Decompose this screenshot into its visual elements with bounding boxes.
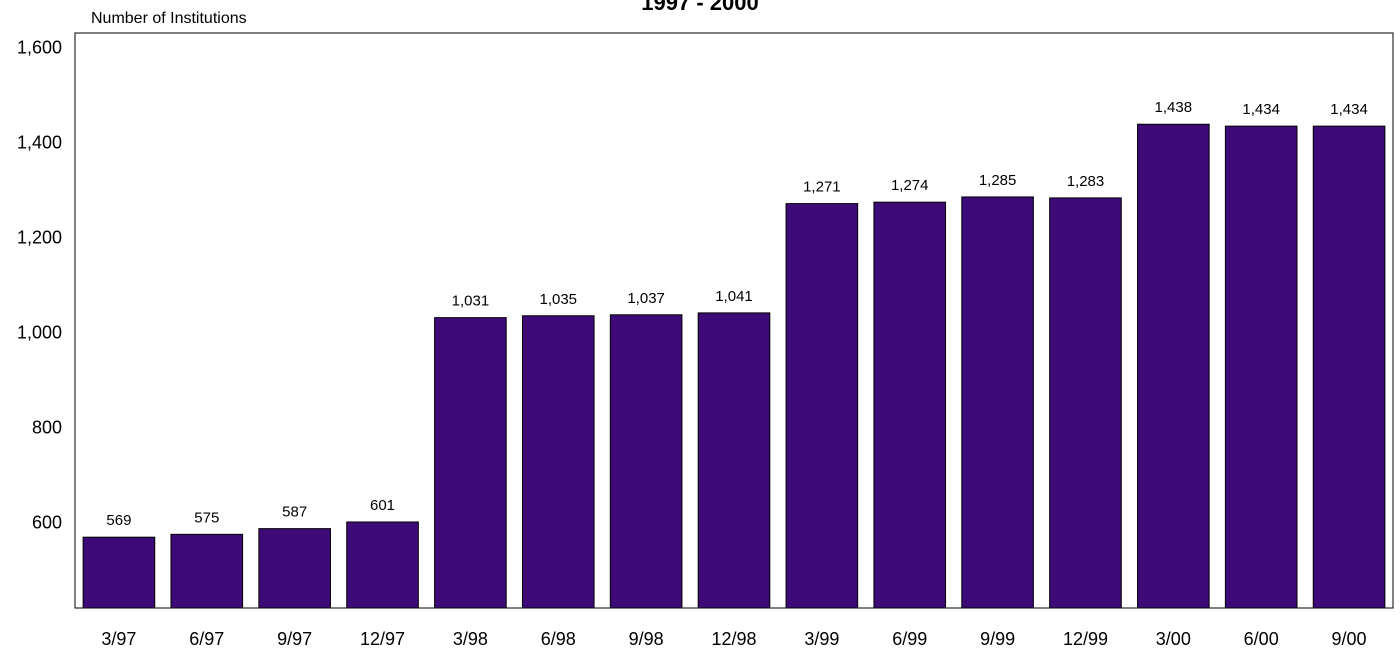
x-tick-label: 12/98 xyxy=(711,629,756,649)
data-label: 1,271 xyxy=(803,179,841,196)
bar xyxy=(1137,123,1210,609)
bar xyxy=(697,312,771,609)
x-tick-label: 3/97 xyxy=(101,629,136,649)
bar xyxy=(82,536,156,609)
bar xyxy=(1224,125,1298,609)
x-tick-label: 12/97 xyxy=(360,629,405,649)
bar xyxy=(521,315,595,609)
y-tick-label: 1,600 xyxy=(17,37,62,57)
data-label: 1,035 xyxy=(539,291,577,308)
y-tick-label: 1,200 xyxy=(17,227,62,247)
y-axis: 600 800 1,000 1,200 1,400 1,600 xyxy=(17,37,62,532)
bar xyxy=(434,317,507,609)
x-tick-label: 6/97 xyxy=(189,629,224,649)
x-tick-label: 6/98 xyxy=(541,629,576,649)
bar xyxy=(258,528,331,609)
x-tick-label: 9/97 xyxy=(277,629,312,649)
y-axis-title: Number of Institutions xyxy=(91,10,247,27)
data-labels: 569 575 587 601 1,031 1,035 1,037 1,041 1,271 1,2… xyxy=(106,99,1367,529)
x-tick-label: 3/00 xyxy=(1156,629,1191,649)
data-label: 1,438 xyxy=(1155,99,1193,116)
bar-series xyxy=(82,123,1386,609)
x-tick-label: 12/99 xyxy=(1063,629,1108,649)
y-tick-label: 1,400 xyxy=(17,132,62,152)
bar xyxy=(1312,125,1386,609)
x-tick-label: 3/99 xyxy=(804,629,839,649)
data-label: 1,274 xyxy=(891,177,929,194)
data-label: 1,285 xyxy=(979,172,1017,189)
bar xyxy=(873,201,947,609)
bar xyxy=(609,314,683,609)
y-tick-label: 800 xyxy=(32,417,62,437)
data-label: 601 xyxy=(370,497,395,514)
x-tick-label: 3/98 xyxy=(453,629,488,649)
data-label: 587 xyxy=(282,504,307,521)
data-label: 1,037 xyxy=(627,290,665,307)
y-tick-label: 1,000 xyxy=(17,322,62,342)
data-label: 1,041 xyxy=(715,288,753,305)
x-axis: 3/97 6/97 9/97 12/97 3/98 6/98 9/98 12/98 3/99 6/… xyxy=(101,629,1366,649)
x-tick-label: 9/99 xyxy=(980,629,1015,649)
bar xyxy=(785,203,859,609)
x-tick-label: 9/00 xyxy=(1332,629,1367,649)
data-label: 1,434 xyxy=(1242,101,1280,118)
chart-title: 1997 - 2000 xyxy=(641,0,759,15)
x-tick-label: 6/00 xyxy=(1244,629,1279,649)
bar xyxy=(961,196,1034,609)
data-label: 575 xyxy=(194,509,219,526)
bar xyxy=(346,521,419,609)
x-tick-label: 9/98 xyxy=(629,629,664,649)
bar xyxy=(1049,197,1122,609)
x-tick-label: 6/99 xyxy=(892,629,927,649)
bar xyxy=(170,533,244,609)
data-label: 1,434 xyxy=(1330,101,1368,118)
y-tick-label: 600 xyxy=(32,512,62,532)
data-label: 1,031 xyxy=(452,293,490,310)
data-label: 1,283 xyxy=(1067,173,1105,190)
data-label: 569 xyxy=(106,512,131,529)
